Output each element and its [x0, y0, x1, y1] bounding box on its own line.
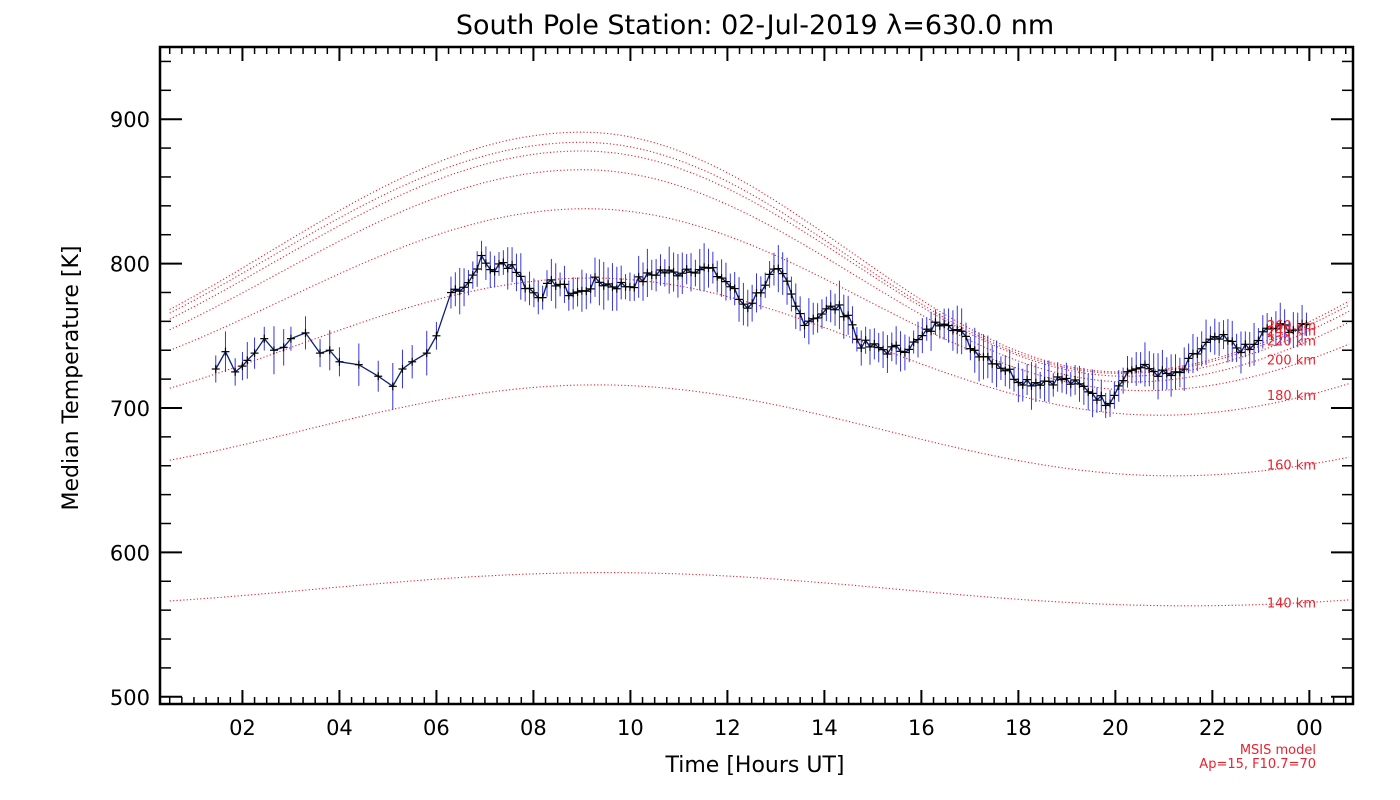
altitude-label-140km: 140 km	[1267, 596, 1316, 611]
y-tick-label: 900	[110, 108, 150, 132]
altitude-label-200km: 200 km	[1267, 353, 1316, 368]
plot-frame	[158, 45, 1355, 706]
model-curve-240km	[169, 150, 1350, 377]
x-tick-label: 04	[326, 716, 353, 740]
altitude-label-180km: 180 km	[1267, 389, 1316, 404]
y-tick-label: 600	[110, 541, 150, 565]
chart-title: South Pole Station: 02-Jul-2019 λ=630.0 …	[456, 10, 1054, 41]
tick-labels: 02 04 06 08 10 12 14 16 18 20 22 00 500 600 700 800 900	[110, 108, 1323, 740]
x-tick-label: 08	[520, 716, 547, 740]
measured-line	[215, 253, 1307, 407]
x-tick-label: 14	[811, 716, 838, 740]
x-tick-label: 00	[1296, 716, 1323, 740]
model-curve-160km	[169, 384, 1350, 477]
x-tick-label: 10	[617, 716, 644, 740]
x-tick-label: 22	[1199, 716, 1226, 740]
model-curve-280km	[169, 131, 1350, 373]
y-tick-label: 500	[110, 686, 150, 710]
model-note-line-2: Ap=15, F10.7=70	[1199, 757, 1316, 772]
model-note-line-1: MSIS model	[1240, 743, 1316, 758]
altitude-label-220km: 220 km	[1267, 335, 1316, 350]
x-tick-label: 02	[229, 716, 256, 740]
x-tick-label: 06	[423, 716, 450, 740]
model-curve-140km	[169, 572, 1350, 607]
model-curve-220km	[169, 169, 1350, 383]
model-curve-260km	[169, 141, 1350, 374]
altitude-label-240km: 240 km	[1267, 325, 1316, 340]
model-curve-200km	[169, 208, 1350, 392]
x-axis-label: Time [Hours UT]	[665, 753, 845, 778]
y-axis-label: Median Temperature [K]	[59, 246, 84, 511]
measured-series	[211, 240, 1311, 419]
model-curves	[169, 131, 1350, 607]
x-tick-label: 20	[1102, 716, 1129, 740]
axis-ticks	[160, 47, 1353, 704]
y-tick-label: 700	[110, 397, 150, 421]
altitude-label-260km: 260 km	[1267, 319, 1316, 334]
x-tick-label: 16	[908, 716, 935, 740]
altitude-label-160km: 160 km	[1267, 458, 1316, 473]
y-tick-label: 800	[110, 253, 150, 277]
x-tick-label: 12	[714, 716, 741, 740]
x-tick-label: 18	[1005, 716, 1032, 740]
model-curve-180km	[169, 277, 1350, 416]
